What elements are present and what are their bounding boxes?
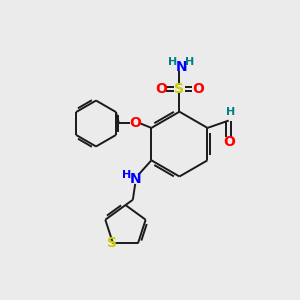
Text: O: O (129, 116, 141, 130)
Text: S: S (106, 236, 117, 250)
Text: O: O (192, 82, 204, 96)
Text: N: N (176, 60, 187, 74)
Text: H: H (226, 107, 236, 117)
Text: O: O (155, 82, 167, 96)
Text: H: H (122, 170, 132, 180)
Text: H: H (168, 57, 178, 67)
Text: O: O (223, 135, 235, 149)
Text: H: H (185, 57, 194, 67)
Text: S: S (174, 82, 184, 96)
Text: N: N (129, 172, 141, 186)
